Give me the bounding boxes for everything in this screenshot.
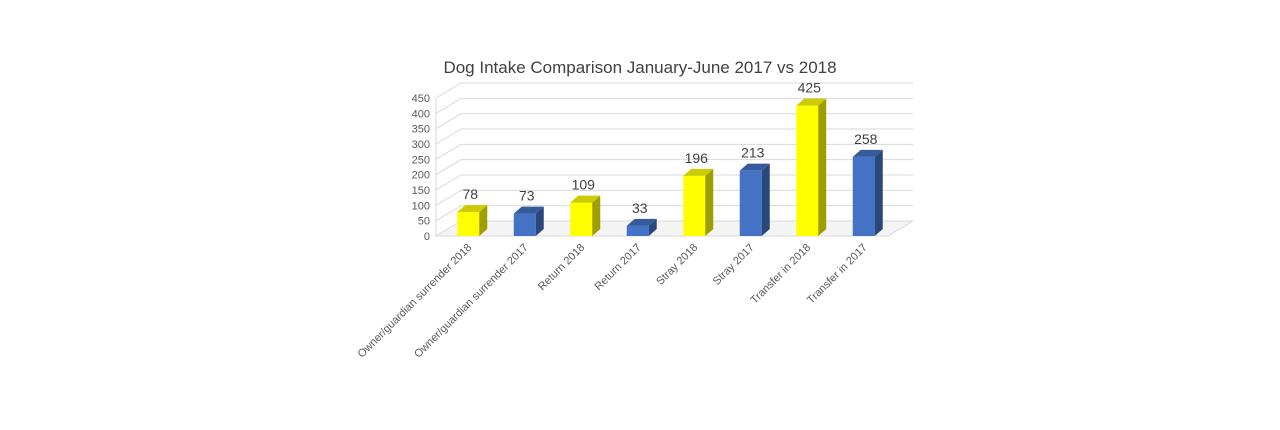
bar-top	[852, 149, 883, 157]
bar-front	[852, 156, 875, 236]
y-tick-label: 300	[412, 139, 430, 151]
bar-front	[683, 175, 706, 236]
y-tick-label: 350	[412, 124, 430, 136]
data-label: 109	[572, 177, 596, 193]
bar-front	[457, 212, 480, 236]
gridline	[435, 205, 913, 222]
bars	[457, 98, 883, 237]
x-tick-label: Stray 2017	[711, 242, 757, 288]
y-tick-label: 200	[412, 170, 430, 182]
bar-side	[479, 205, 488, 236]
x-tick-label: Owner/guardian surrender 2017	[412, 242, 531, 361]
y-tick-label: 50	[418, 216, 430, 228]
bar	[457, 205, 488, 236]
x-tick-label: Return 2018	[536, 242, 587, 293]
x-tick-label: Transfer in 2017	[805, 242, 870, 307]
bar-top	[626, 218, 657, 226]
bar-side	[705, 168, 714, 236]
gridline	[435, 143, 913, 160]
x-tick-label: Owner/guardian surrender 2018	[356, 242, 475, 361]
bar-front	[796, 105, 819, 237]
bar	[513, 206, 544, 236]
data-label: 258	[854, 131, 878, 147]
bar-top	[457, 205, 488, 213]
bar	[683, 168, 714, 236]
bar-top	[683, 168, 714, 176]
bar	[852, 149, 883, 236]
gridline	[435, 189, 913, 206]
gridline	[435, 97, 913, 114]
y-axis: 0 50 100 150 200 250 300 350 400 450	[412, 82, 915, 243]
gridline	[435, 174, 913, 191]
data-label: 78	[462, 186, 478, 202]
bar-top	[739, 163, 770, 171]
bar-front	[513, 213, 536, 236]
bar-side	[535, 206, 544, 236]
data-label: 73	[519, 188, 535, 204]
gridline	[435, 113, 913, 130]
bar-top	[513, 206, 544, 214]
bar-front	[739, 170, 762, 236]
y-tick-label: 250	[412, 154, 430, 166]
bar-side	[761, 163, 770, 236]
bar	[626, 218, 657, 236]
data-label: 33	[632, 200, 648, 216]
gridline	[435, 159, 913, 176]
x-tick-label: Return 2017	[593, 242, 644, 293]
x-tick-label: Transfer in 2018	[749, 242, 814, 307]
chart-title: Dog Intake Comparison January-June 2017 …	[443, 58, 837, 77]
y-tick-label: 0	[424, 231, 430, 243]
bar-front	[570, 202, 593, 236]
bar-top	[796, 98, 827, 106]
y-tick-label: 450	[412, 93, 430, 105]
gridline	[435, 82, 913, 99]
y-tick-label: 150	[412, 185, 430, 197]
y-tick-label: 100	[412, 200, 430, 212]
bar	[739, 163, 770, 236]
bar-top	[570, 195, 601, 203]
gridline	[435, 128, 913, 145]
y-tick-label: 400	[412, 108, 430, 120]
data-label: 196	[685, 150, 709, 166]
bar-side	[592, 195, 601, 236]
bar-side	[818, 98, 827, 237]
bar-side	[874, 149, 883, 236]
bar-side	[648, 218, 657, 236]
data-label: 425	[798, 80, 822, 96]
bar	[796, 98, 827, 237]
bar-front	[626, 225, 649, 236]
data-label: 213	[741, 145, 765, 161]
x-tick-label: Stray 2018	[654, 242, 700, 288]
bar	[570, 195, 601, 236]
chart-floor	[434, 220, 915, 237]
